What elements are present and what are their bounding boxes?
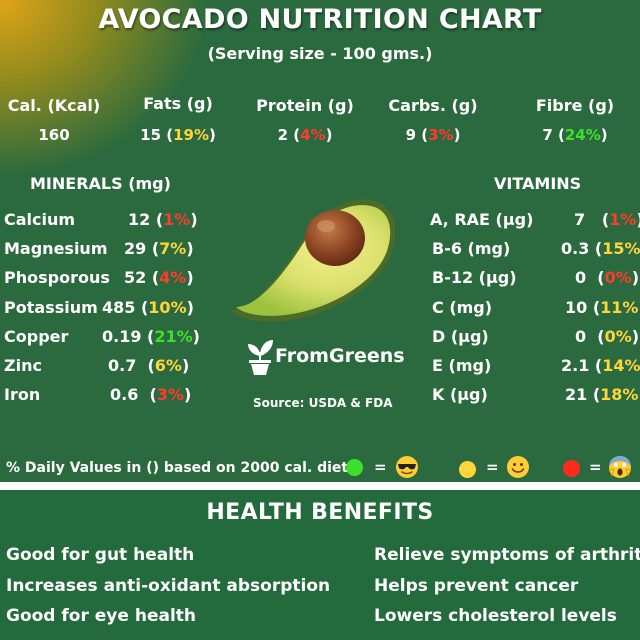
macro-label-fats: Fats (g) — [143, 94, 213, 113]
legend-dot-yellow — [459, 461, 476, 478]
macro-value-fibre: 7 (24%) — [542, 126, 608, 144]
cool-face-icon — [396, 456, 418, 478]
mineral-amount: 0.7 (6%) — [108, 356, 190, 375]
mineral-amount: 29 (7%) — [124, 239, 194, 258]
benefit-item: Good for gut health — [6, 545, 195, 565]
avocado-half-image — [230, 199, 396, 322]
macro-value-calories: 160 — [38, 126, 70, 144]
macro-pct-fats: 19% — [173, 126, 209, 144]
vitamin-name: E (mg) — [432, 356, 492, 375]
section-divider — [0, 482, 640, 490]
macro-label-protein: Protein (g) — [256, 96, 354, 115]
macro-value-protein: 2 (4%) — [277, 126, 333, 144]
mineral-name: Zinc — [4, 356, 42, 375]
brand-logo-text: FromGreens — [275, 345, 405, 367]
mineral-name: Potassium — [4, 298, 98, 317]
benefit-item: Helps prevent cancer — [374, 576, 579, 596]
mineral-name: Phosporous — [4, 268, 110, 287]
chart-title: AVOCADO NUTRITION CHART — [98, 4, 542, 35]
macro-pct-protein: 4% — [300, 126, 326, 144]
vitamin-amount: 0.3 (15%) — [561, 239, 640, 258]
minerals-heading: MINERALS (mg) — [30, 174, 171, 193]
health-benefits-panel — [0, 490, 640, 640]
legend-dot-red — [563, 460, 580, 477]
vitamin-name: B-12 (µg) — [432, 268, 517, 287]
smiling-face-icon — [507, 456, 529, 478]
vitamin-name: C (mg) — [432, 298, 493, 317]
legend-equals: = — [374, 458, 387, 476]
macro-value-fats: 15 (19%) — [140, 126, 216, 144]
macro-label-calories: Cal. (Kcal) — [7, 96, 101, 115]
serving-size-subtitle: (Serving size - 100 gms.) — [207, 44, 433, 63]
vitamin-amount: 0 (0%) — [575, 327, 640, 346]
vitamins-heading: VITAMINS — [494, 174, 582, 193]
health-benefits-title: HEALTH BENEFITS — [206, 500, 434, 525]
vitamin-amount: 21 (18%) — [565, 385, 640, 404]
mineral-name: Calcium — [4, 210, 76, 229]
daily-values-note: % Daily Values in () based on 2000 cal. … — [6, 460, 349, 476]
benefit-item: Increases anti-oxidant absorption — [6, 576, 331, 596]
benefit-item: Good for eye health — [6, 606, 196, 626]
benefit-item: Relieve symptoms of arthritis — [374, 545, 640, 565]
mineral-name: Magnesium — [4, 239, 108, 258]
legend-equals: = — [589, 458, 602, 476]
macro-pct-carbs: 3% — [428, 126, 454, 144]
macro-label-carbs: Carbs. (g) — [388, 96, 478, 115]
vitamin-amount: 2.1 (14%) — [561, 356, 640, 375]
legend-dot-green — [346, 459, 363, 476]
plant-pot-icon — [248, 340, 273, 375]
vitamin-amount: 10 (11%) — [565, 298, 640, 317]
source-note: Source: USDA & FDA — [253, 396, 393, 410]
vitamin-amount: 7 (1%) — [574, 210, 640, 229]
mineral-amount: 0.19 (21%) — [102, 327, 200, 346]
macro-value-carbs: 9 (3%) — [405, 126, 461, 144]
vitamin-name: K (µg) — [432, 385, 488, 404]
vitamin-name: A, RAE (µg) — [430, 210, 534, 229]
legend-equals: = — [486, 458, 499, 476]
mineral-amount: 0.6 (3%) — [110, 385, 192, 404]
mineral-amount: 52 (4%) — [124, 268, 194, 287]
mineral-amount: 485 (10%) — [102, 298, 194, 317]
mineral-name: Copper — [4, 327, 69, 346]
vitamin-name: B-6 (mg) — [432, 239, 511, 258]
macro-pct-fibre: 24% — [564, 126, 601, 144]
mineral-amount: 12 (1%) — [128, 210, 198, 229]
mineral-name: Iron — [4, 385, 41, 404]
vitamin-amount: 0 (0%) — [575, 268, 640, 287]
screaming-face-icon — [608, 456, 632, 478]
benefit-item: Lowers cholesterol levels — [374, 606, 617, 626]
macro-label-fibre: Fibre (g) — [535, 96, 615, 115]
vitamin-name: D (µg) — [432, 327, 489, 346]
